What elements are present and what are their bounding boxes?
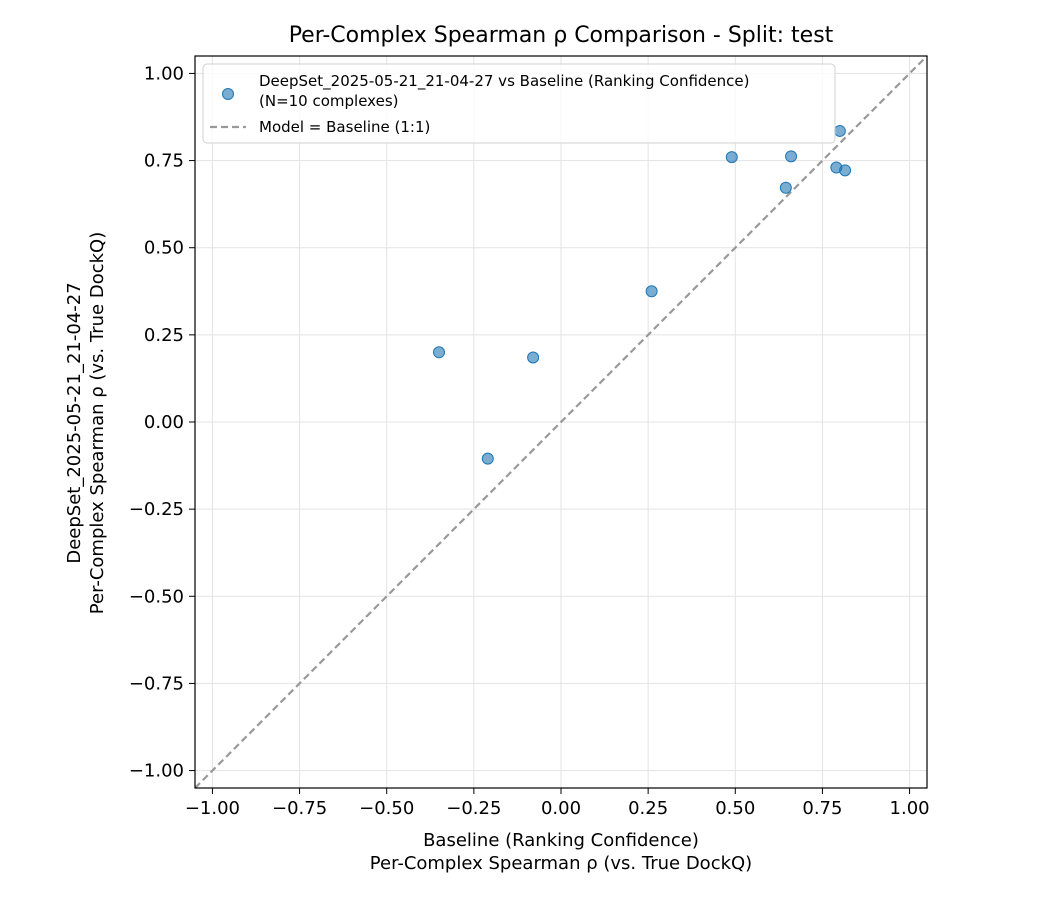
y-axis-label: DeepSet_2025-05-21_21-04-27 Per-Complex … [64,232,108,614]
y-tick-label: −0.25 [129,499,184,520]
x-tick-label: −0.50 [359,798,414,819]
scatter-points [433,124,852,465]
legend-box [202,63,836,144]
y-axis-ticks: −1.00 −0.75 −0.50 −0.25 0.00 0.25 0.50 0.75 1.00 [129,63,195,782]
legend-series-count: (N=10 complexes) [259,92,399,110]
reference-line-group [194,55,928,789]
x-axis-label-line2: Per-Complex Spearman ρ (vs. True DockQ) [370,853,752,874]
x-tick-label: −0.25 [446,798,501,819]
data-point [785,150,798,163]
y-axis-label-line1: DeepSet_2025-05-21_21-04-27 [64,282,85,563]
data-point [527,351,540,364]
data-point [833,124,846,137]
data-point [433,346,445,359]
x-axis-ticks: −1.00 −0.75 −0.50 −0.25 0.00 0.25 0.50 0.75 1.00 [185,788,930,819]
y-tick-label: −1.00 [129,761,184,782]
data-point [779,181,792,194]
legend-series-label: DeepSet_2025-05-21_21-04-27 vs Baseline … [259,72,750,91]
y-axis-label-line2: Per-Complex Spearman ρ (vs. True DockQ) [87,232,108,614]
x-axis-label-line1: Baseline (Ranking Confidence) [423,830,699,851]
x-tick-label: 0.50 [715,798,755,819]
chart-title: Per-Complex Spearman ρ Comparison - Spli… [289,23,834,48]
y-tick-label: 0.75 [144,151,184,172]
y-tick-label: −0.75 [129,673,184,694]
data-point [481,452,494,465]
data-point [839,164,852,177]
legend: DeepSet_2025-05-21_21-04-27 vs Baseline … [202,63,836,144]
legend-reference-label: Model = Baseline (1:1) [259,118,430,136]
y-tick-label: 0.50 [144,238,184,259]
x-tick-label: −0.75 [272,798,327,819]
reference-line-1to1 [194,55,928,789]
x-tick-label: 0.00 [541,798,581,819]
y-tick-label: 0.25 [144,325,184,346]
y-tick-label: 0.00 [144,412,184,433]
y-tick-label: −0.50 [129,586,184,607]
legend-series-marker [222,88,234,100]
x-tick-label: 0.75 [802,798,842,819]
data-point [725,151,738,164]
x-tick-label: 1.00 [890,798,930,819]
x-tick-label: −1.00 [185,798,240,819]
data-point [645,285,658,298]
x-tick-label: 0.25 [628,798,668,819]
y-tick-label: 1.00 [144,63,184,84]
